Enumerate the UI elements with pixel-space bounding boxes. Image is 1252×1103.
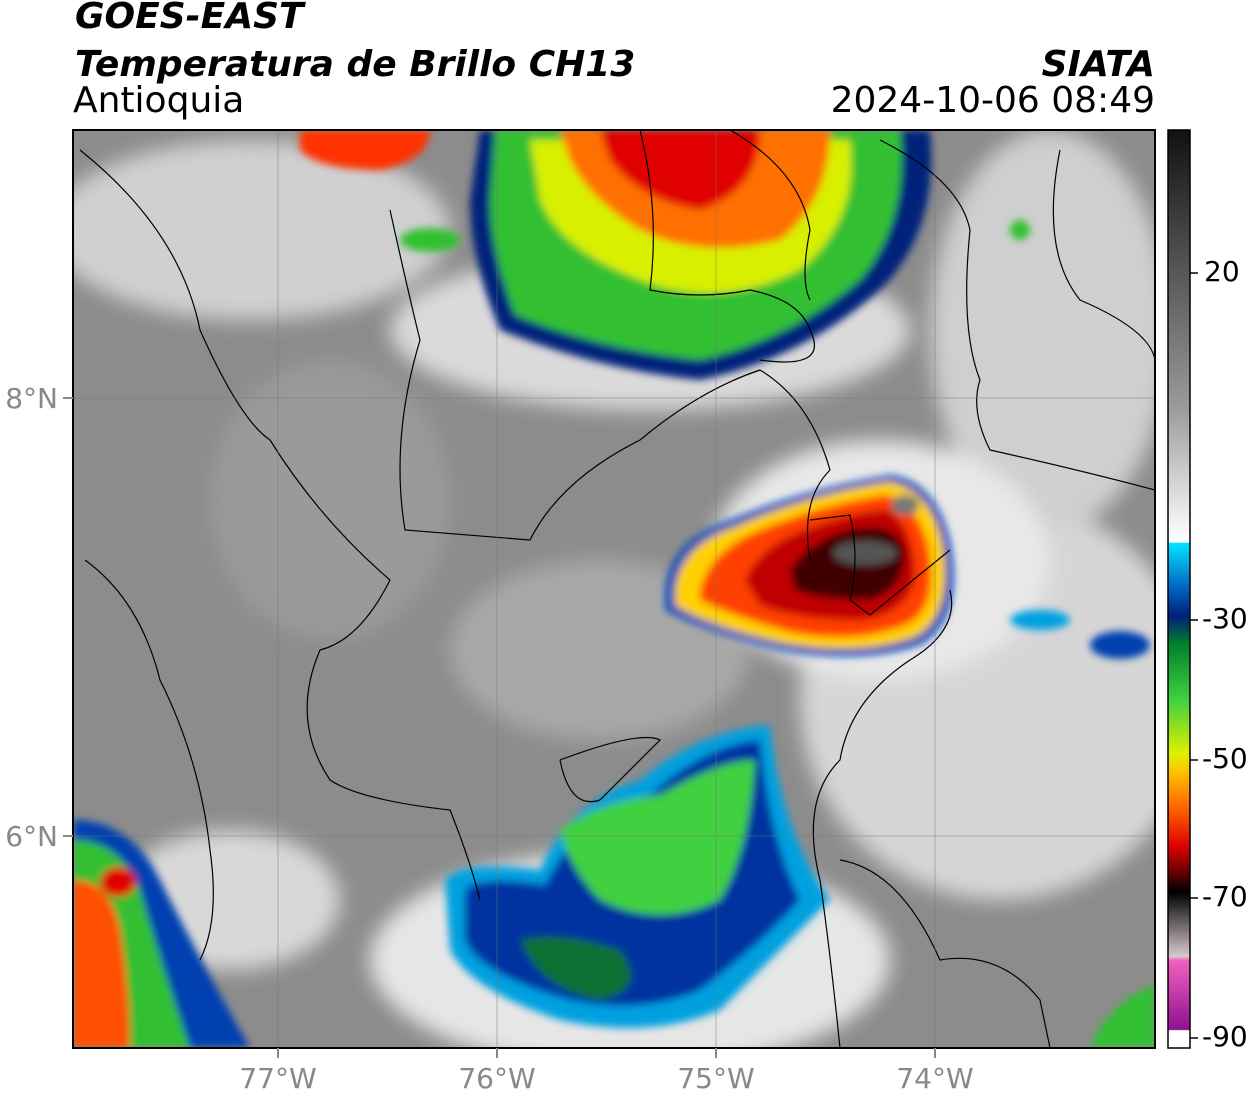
- lat-label: 8°N: [5, 382, 58, 415]
- region-label: Antioquia: [73, 80, 244, 121]
- source-label: SIATA: [1042, 44, 1155, 85]
- map-ticks: [63, 397, 936, 1058]
- lon-label: 74°W: [896, 1062, 973, 1095]
- lon-label: 75°W: [677, 1062, 754, 1095]
- storm-north: [300, 130, 932, 380]
- lon-label: 77°W: [239, 1062, 316, 1095]
- colorbar-label: -90: [1202, 1020, 1248, 1053]
- map-frame: [72, 129, 1156, 1049]
- satellite-image: [73, 130, 1155, 1048]
- product-title: Temperatura de Brillo CH13: [75, 44, 635, 85]
- colorbar-ticks: [1190, 272, 1198, 1039]
- colorbar-label: 20: [1204, 255, 1240, 288]
- satellite-title: GOES-EAST: [75, 0, 306, 37]
- datetime-label: 2024-10-06 08:49: [831, 80, 1155, 121]
- colorbar-label: -50: [1202, 742, 1248, 775]
- lon-label: 76°W: [458, 1062, 535, 1095]
- colorbar-label: -70: [1202, 880, 1248, 913]
- graticule: [73, 130, 1155, 1048]
- lat-label: 6°N: [5, 820, 58, 853]
- colorbar-label: -30: [1202, 602, 1248, 635]
- storm-east: [665, 475, 954, 657]
- colorbar: [1167, 129, 1191, 1049]
- boundaries: [79, 130, 1155, 1048]
